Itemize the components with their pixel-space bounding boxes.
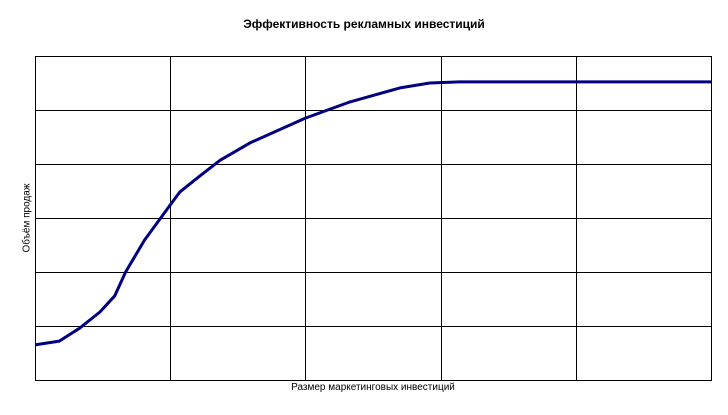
chart-title: Эффективность рекламных инвестиций (243, 17, 485, 31)
x-axis-label: Размер маркетинговых инвестиций (291, 382, 455, 393)
sales-curve (34, 80, 711, 347)
y-axis-label: Объём продаж (21, 183, 33, 253)
